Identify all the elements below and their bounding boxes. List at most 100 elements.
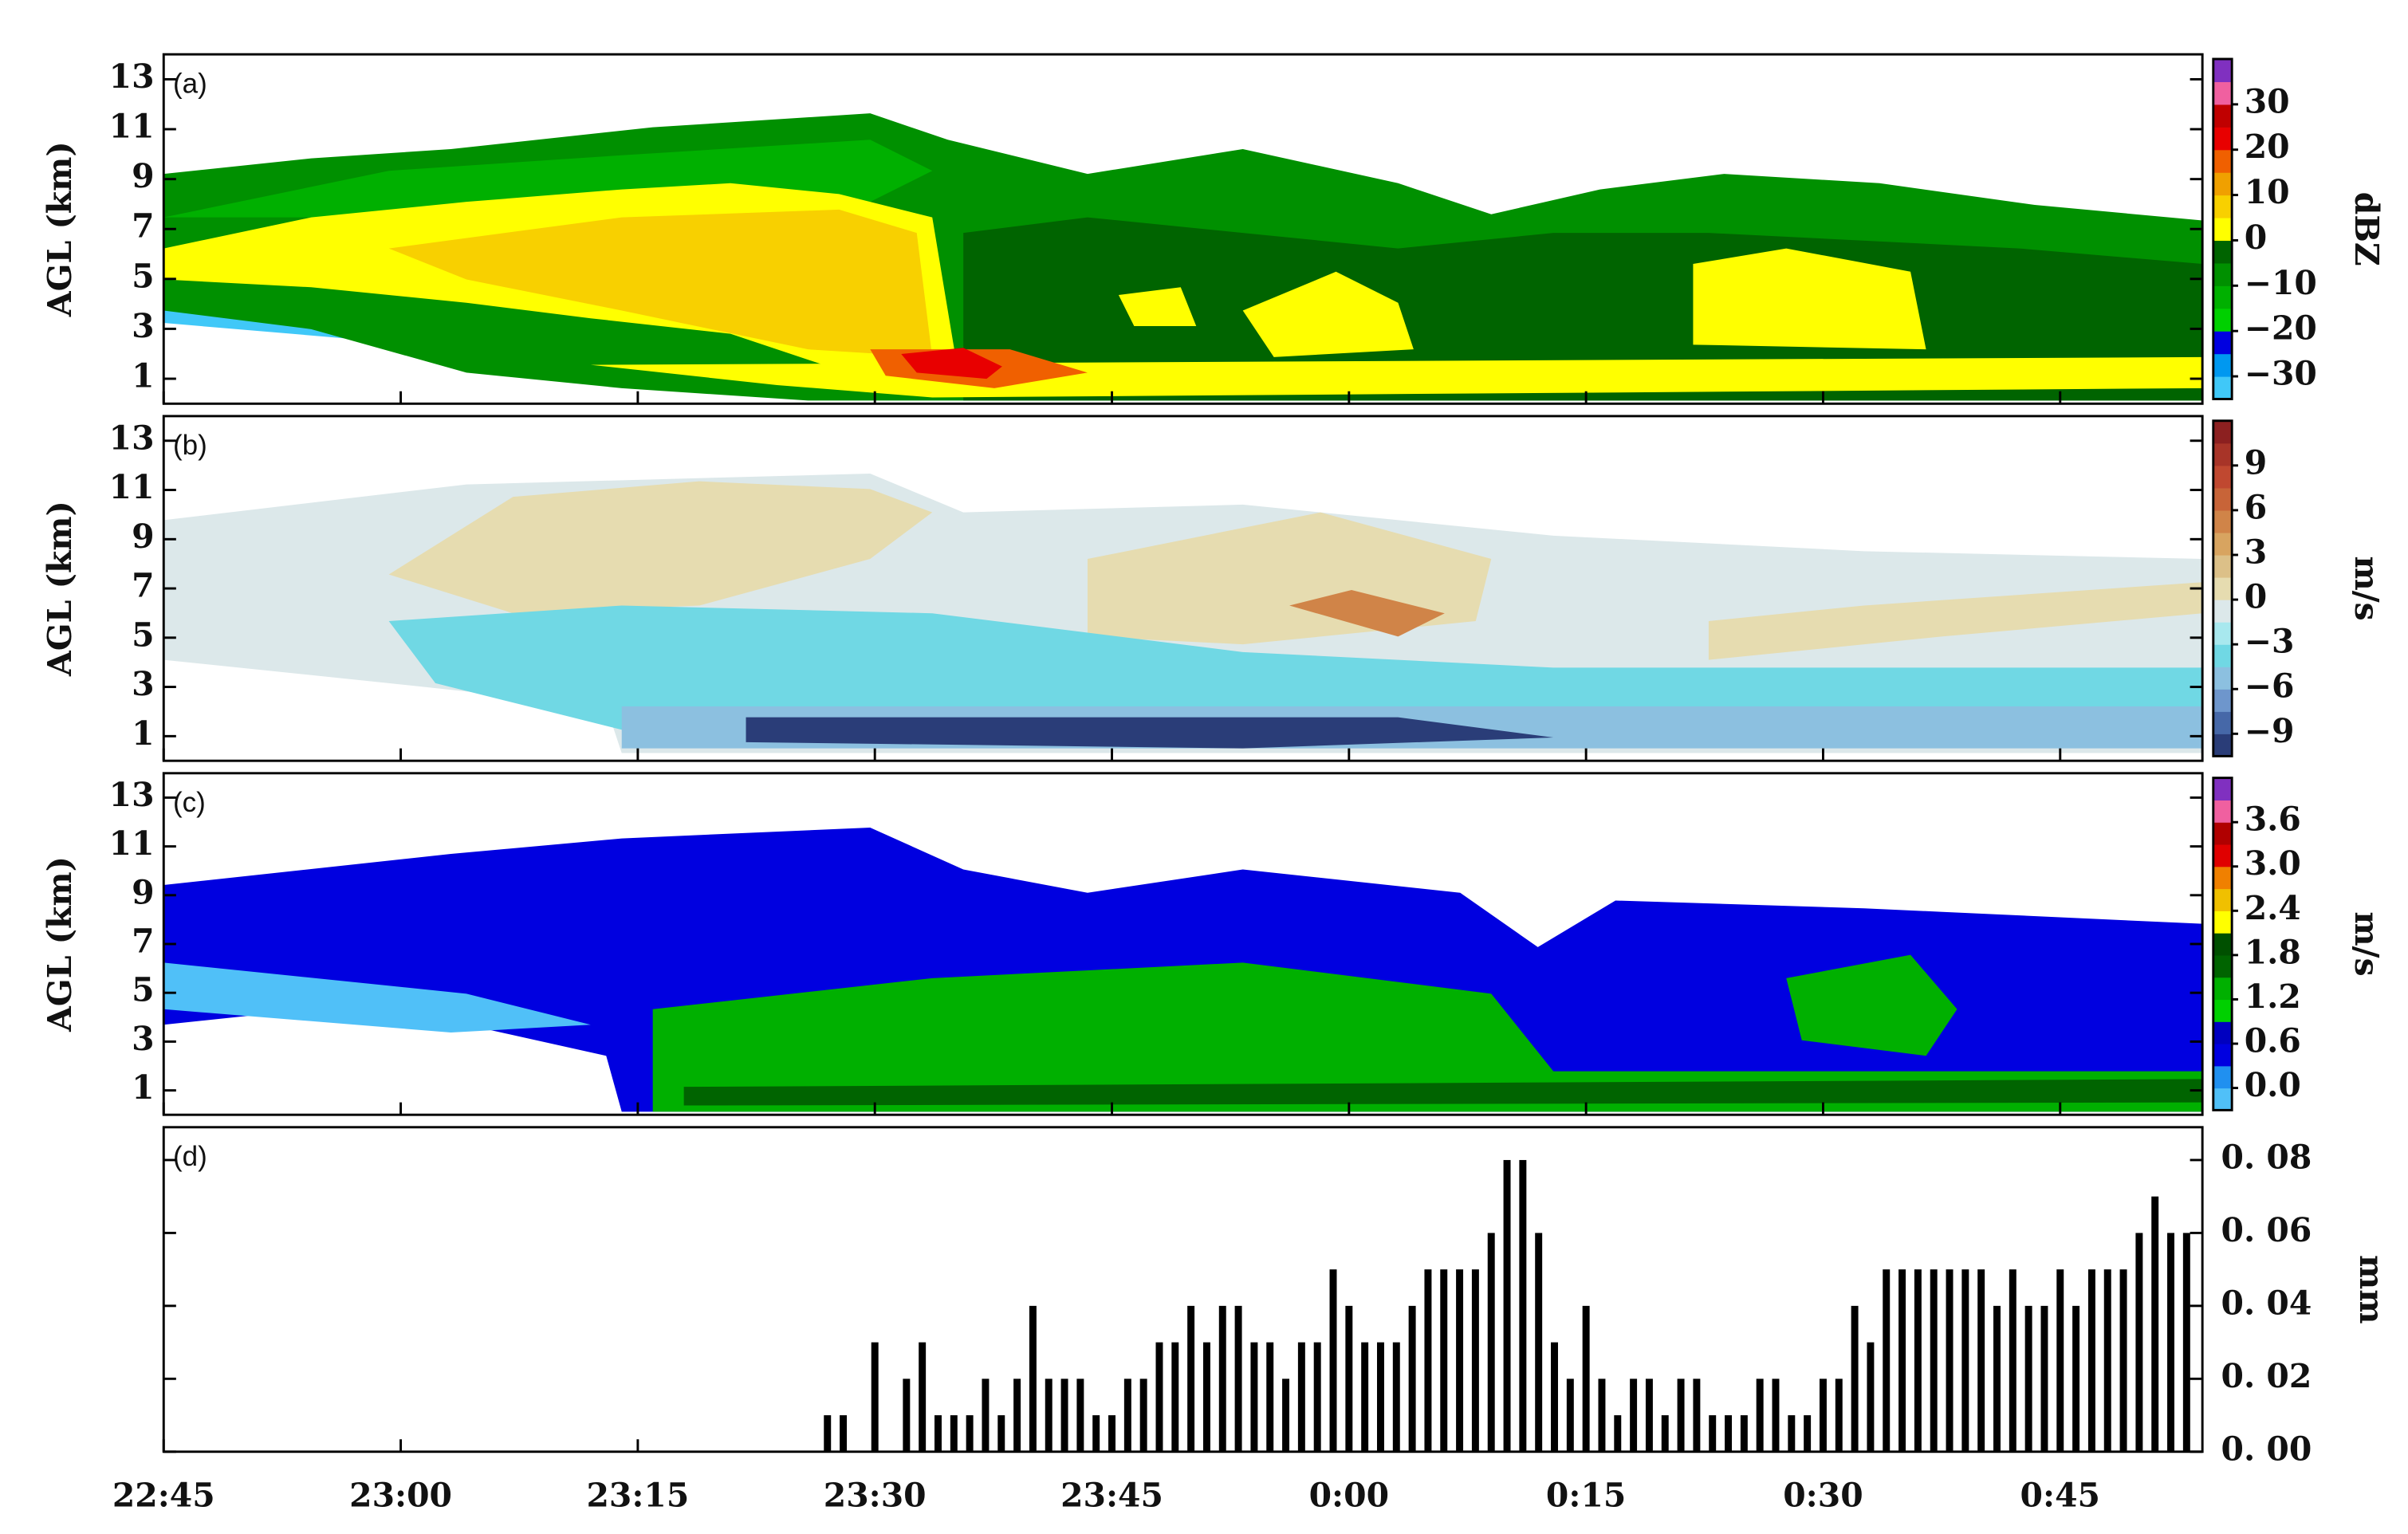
x-tick-label: 23:15 xyxy=(586,1477,689,1515)
y-tick-label: 1 xyxy=(132,1068,154,1107)
bar xyxy=(1819,1379,1827,1452)
colorbar-tick-label: 1.2 xyxy=(2245,977,2301,1016)
colorbar-segment xyxy=(2213,1021,2233,1044)
bar xyxy=(1898,1269,1906,1452)
panel-label: (d) xyxy=(173,1141,207,1172)
bar xyxy=(1234,1305,1242,1452)
bar xyxy=(1076,1379,1084,1452)
y-tick-label: 3 xyxy=(132,665,154,703)
colorbar-segment xyxy=(2213,308,2233,332)
bar xyxy=(982,1379,990,1452)
bar xyxy=(1456,1269,1464,1452)
bar xyxy=(934,1415,942,1452)
y-tick-label: 7 xyxy=(132,922,154,961)
colorbar-segment xyxy=(2213,844,2233,867)
bar xyxy=(1851,1305,1859,1452)
bar xyxy=(1677,1379,1685,1452)
y-tick-label: 5 xyxy=(132,971,154,1009)
y-tick-label: 13 xyxy=(109,57,155,96)
colorbar-segment xyxy=(2213,1065,2233,1089)
colorbar-segment xyxy=(2213,977,2233,1001)
bar xyxy=(871,1342,879,1452)
bar xyxy=(1661,1415,1669,1452)
colorbar-tick-label: 9 xyxy=(2245,443,2267,482)
colorbar-segment xyxy=(2213,420,2233,444)
bar xyxy=(1551,1342,1558,1452)
colorbar-tick-label: −10 xyxy=(2245,264,2317,302)
y-tick-label: 1 xyxy=(132,714,154,753)
bar xyxy=(1029,1305,1037,1452)
bar xyxy=(1725,1415,1733,1452)
colorbar-segment xyxy=(2213,81,2233,105)
bar xyxy=(2151,1196,2159,1452)
colorbar-segment xyxy=(2213,195,2233,218)
bar xyxy=(824,1415,832,1452)
bar xyxy=(2182,1233,2190,1452)
colorbar-segment xyxy=(2213,149,2233,173)
y-tick-label: 0. 06 xyxy=(2221,1211,2312,1249)
y-tick-label: 0. 08 xyxy=(2221,1138,2312,1176)
colorbar-segment xyxy=(2213,954,2233,978)
bar xyxy=(1313,1342,1321,1452)
y-axis-label: AGL (km) xyxy=(41,856,79,1032)
y-tick-label: 7 xyxy=(132,207,154,246)
bar xyxy=(1376,1342,1384,1452)
colorbar-segment xyxy=(2213,777,2233,800)
bar xyxy=(2087,1269,2095,1452)
colorbar-tick-label: 0 xyxy=(2245,218,2267,257)
radar-field-c xyxy=(163,827,2203,1112)
colorbar-tick-label: 0.0 xyxy=(2245,1066,2301,1104)
colorbar-tick-label: 0 xyxy=(2245,578,2267,616)
bar xyxy=(1282,1379,1290,1452)
bar xyxy=(1835,1379,1843,1452)
colorbar-segment xyxy=(2213,644,2233,667)
colorbar-segment xyxy=(2213,667,2233,690)
panel-label: (a) xyxy=(173,68,207,99)
bar xyxy=(1297,1342,1305,1452)
colorbar-tick-label: 0.6 xyxy=(2245,1022,2301,1060)
colorbar-segment xyxy=(2213,600,2233,623)
bar xyxy=(1471,1269,1479,1452)
bar xyxy=(966,1415,974,1452)
colorbar-tick-label: 10 xyxy=(2245,173,2290,211)
x-tick-label: 23:45 xyxy=(1060,1477,1163,1515)
colorbar-segment xyxy=(2213,689,2233,712)
bar xyxy=(1914,1269,1922,1452)
bar xyxy=(1123,1379,1131,1452)
colorbar-segment xyxy=(2213,127,2233,151)
bar xyxy=(2135,1233,2143,1452)
y-tick-label: 11 xyxy=(109,108,155,146)
bar xyxy=(2009,1269,2017,1452)
y-tick-label: 5 xyxy=(132,616,154,654)
colorbar-segment xyxy=(2213,734,2233,757)
bar xyxy=(1645,1379,1653,1452)
bar xyxy=(1250,1342,1258,1452)
colorbar-segment xyxy=(2213,554,2233,578)
colorbar-tick-label: −3 xyxy=(2245,623,2295,661)
bar xyxy=(2072,1305,2080,1452)
colorbar-label: m/s xyxy=(2347,911,2386,976)
colorbar-tick-label: −6 xyxy=(2245,667,2295,706)
colorbar-segment xyxy=(2213,487,2233,511)
bar xyxy=(1930,1269,1938,1452)
bar xyxy=(2103,1269,2111,1452)
bar xyxy=(2040,1305,2048,1452)
y-tick-label: 1 xyxy=(132,357,154,395)
bar xyxy=(1582,1305,1590,1452)
y-tick-label: 3 xyxy=(132,1020,154,1058)
y-tick-label: 7 xyxy=(132,567,154,605)
bar xyxy=(1804,1415,1812,1452)
colorbar-tick-label: −20 xyxy=(2245,309,2317,348)
colorbar-segment xyxy=(2213,711,2233,734)
bar xyxy=(1740,1415,1748,1452)
colorbar-segment xyxy=(2213,376,2233,400)
y-tick-label: 0. 00 xyxy=(2221,1430,2312,1468)
colorbar-tick-label: −30 xyxy=(2245,355,2317,393)
bar xyxy=(1946,1269,1954,1452)
x-tick-label: 0:30 xyxy=(1783,1477,1863,1515)
bar xyxy=(1598,1379,1606,1452)
bar xyxy=(1424,1269,1432,1452)
colorbar-segment xyxy=(2213,509,2233,533)
bar xyxy=(1487,1233,1495,1452)
